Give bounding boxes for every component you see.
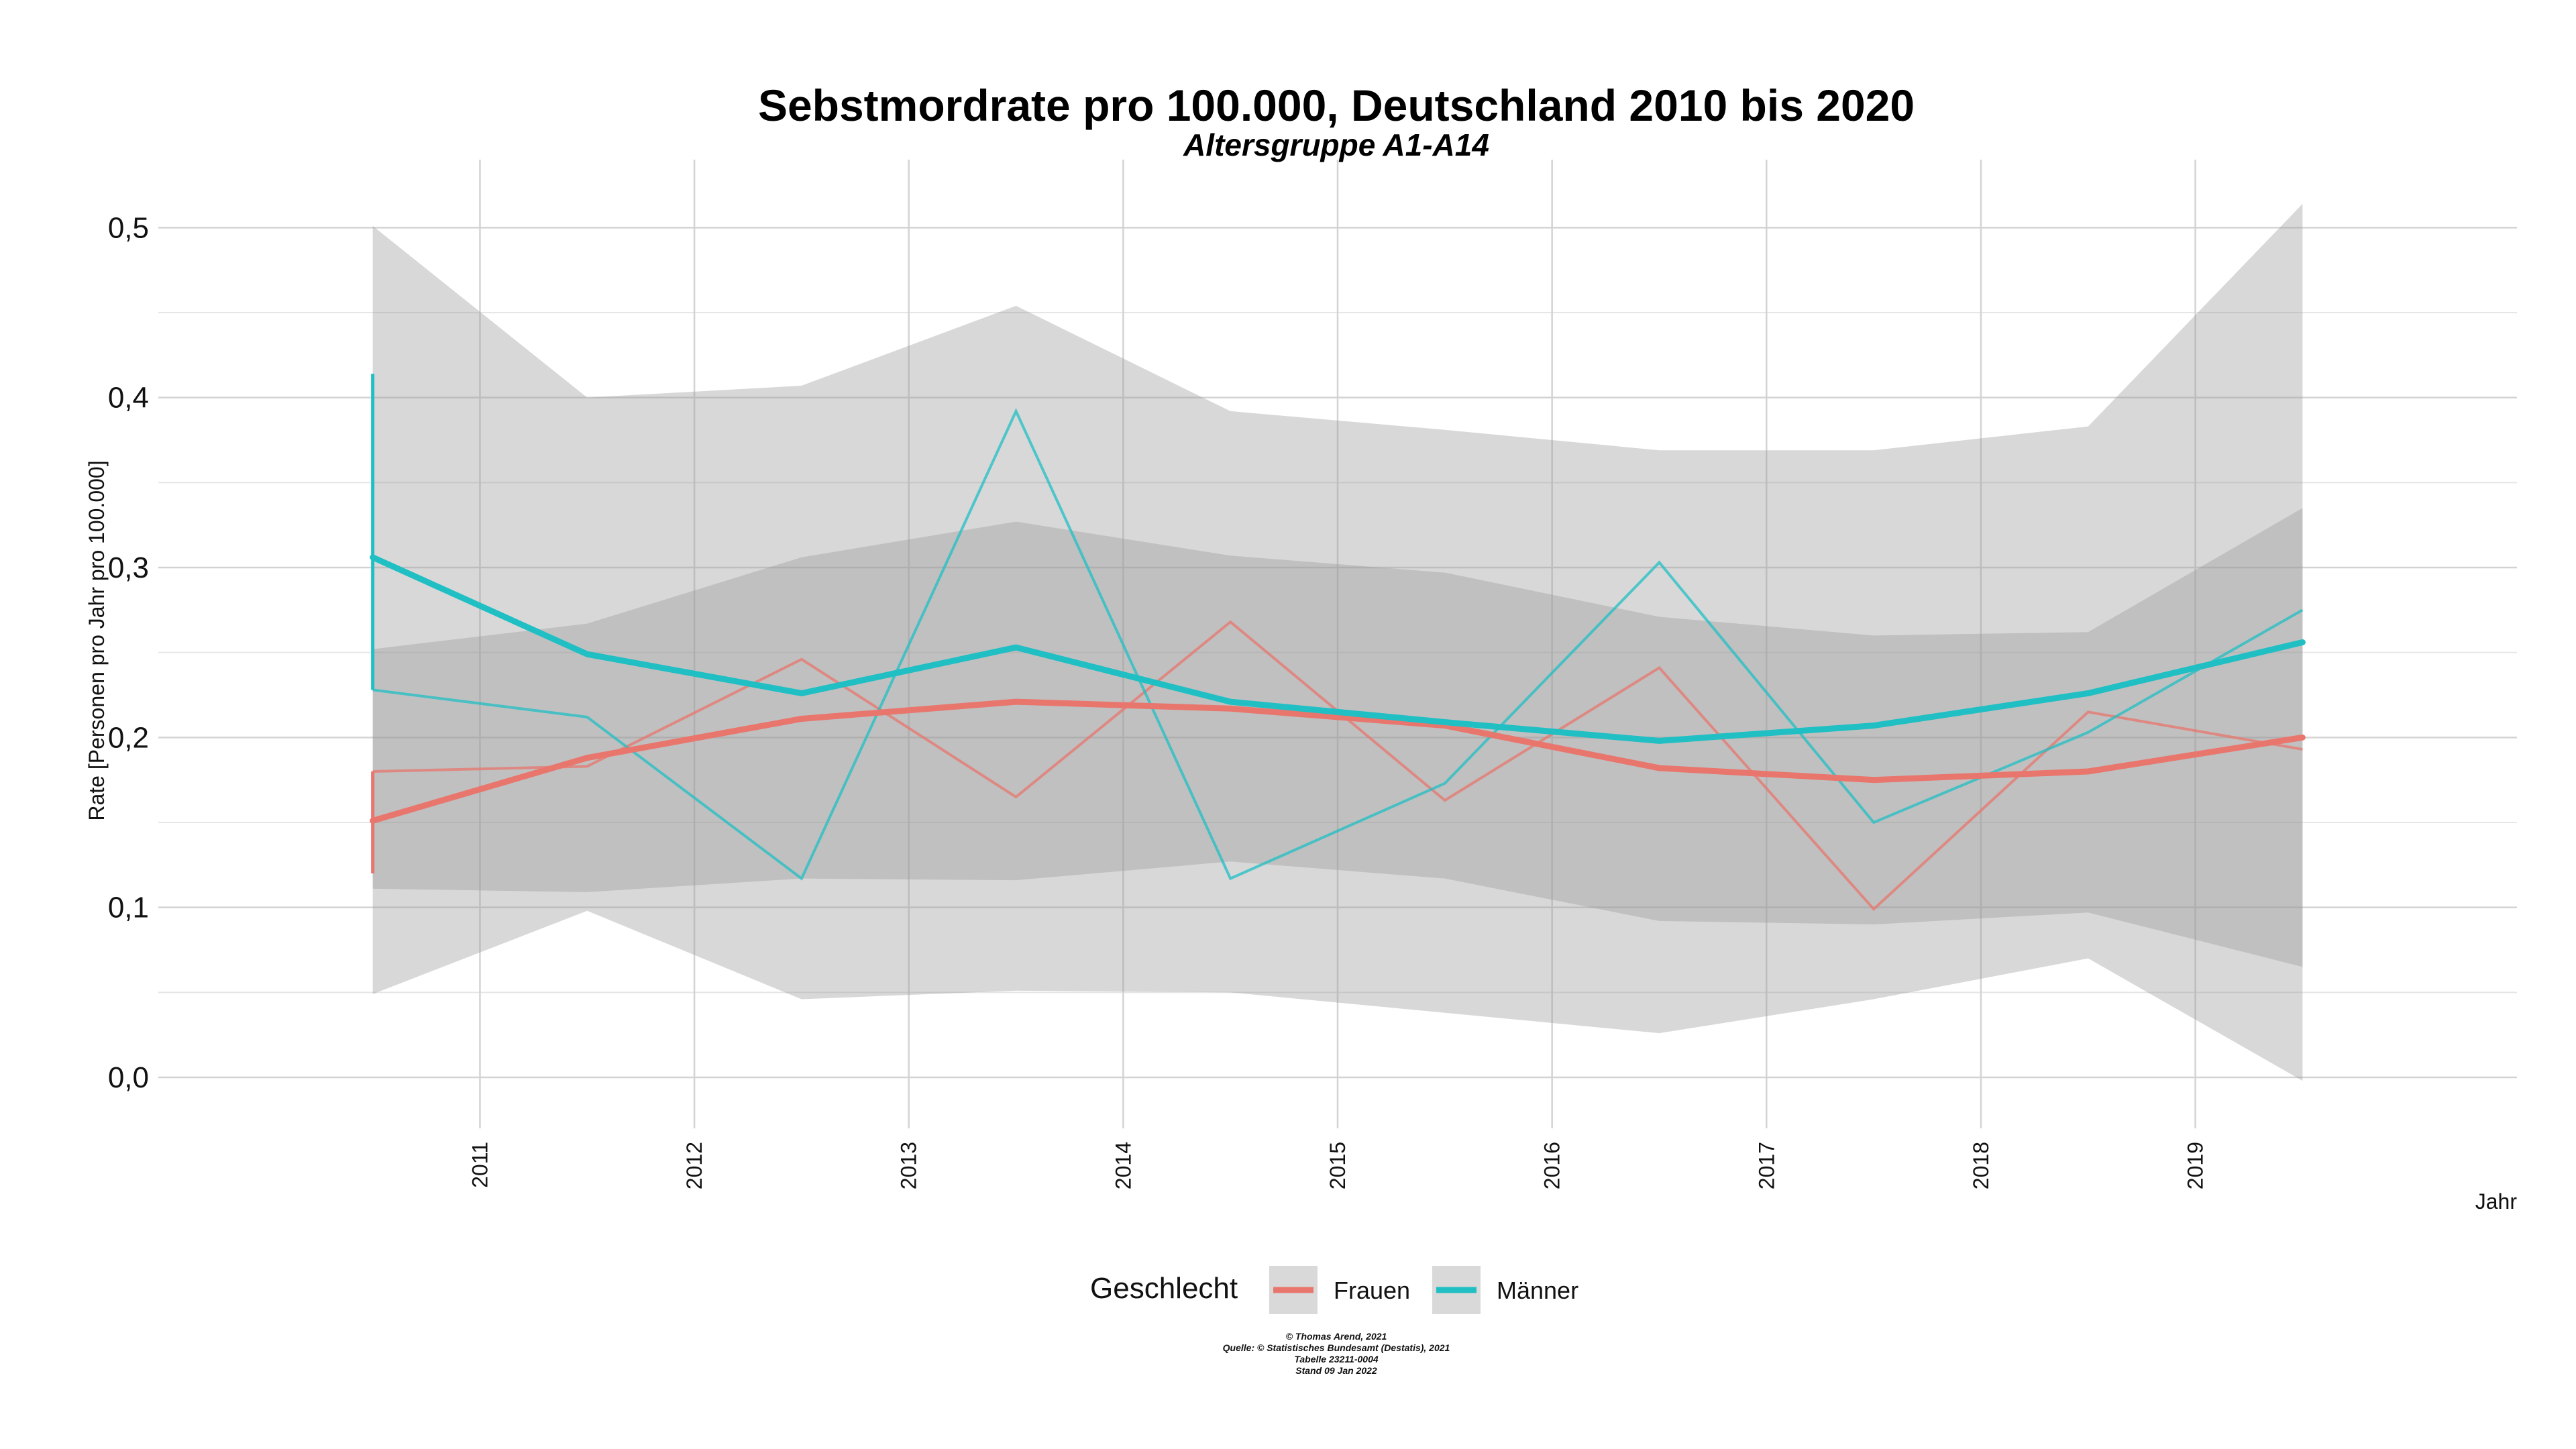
legend-label-frauen: Frauen: [1334, 1277, 1410, 1304]
legend: Geschlecht Frauen Männer: [1090, 1266, 1578, 1314]
y-tick-labels: 0,0 0,1 0,2 0,3 0,4 0,5: [108, 211, 149, 1094]
y-tick-label: 0,3: [108, 551, 149, 584]
caption-line-2: Quelle: © Statistisches Bundesamt (Desta…: [1223, 1342, 1450, 1353]
x-axis-label: Jahr: [2475, 1189, 2518, 1214]
confidence-band-frauen: [372, 508, 2303, 1081]
x-tick-labels: 2011 2012 2013 2014 2015 2016 2017 2018 2019: [468, 1142, 2207, 1189]
x-tick-label: 2012: [682, 1142, 706, 1189]
x-tick-label: 2015: [1326, 1142, 1350, 1189]
x-tick-label: 2017: [1754, 1142, 1778, 1189]
x-tick-label: 2018: [1969, 1142, 1993, 1189]
legend-title: Geschlecht: [1090, 1272, 1238, 1305]
smooth-line-frauen: [370, 698, 2306, 824]
series-lines: [370, 374, 2306, 912]
legend-label-maenner: Männer: [1497, 1277, 1578, 1304]
x-tick-label: 2019: [2184, 1142, 2208, 1189]
caption-line-4: Stand 09 Jan 2022: [1295, 1365, 1377, 1376]
caption: © Thomas Arend, 2021 Quelle: © Statistis…: [1223, 1331, 1450, 1376]
y-tick-label: 0,4: [108, 382, 149, 415]
x-tick-label: 2013: [897, 1142, 921, 1189]
x-tick-label: 2014: [1111, 1142, 1135, 1189]
y-tick-label: 0,1: [108, 892, 149, 924]
chart-title: Sebstmordrate pro 100.000, Deutschland 2…: [758, 80, 1915, 130]
x-tick-label: 2016: [1540, 1142, 1564, 1189]
y-axis-label: Rate [Personen pro Jahr pro 100.000]: [85, 460, 109, 820]
y-tick-label: 0,2: [108, 721, 149, 754]
chart-subtitle: Altersgruppe A1-A14: [1183, 127, 1489, 162]
caption-line-3: Tabelle 23211-0004: [1294, 1354, 1379, 1364]
x-tick-label: 2011: [468, 1142, 492, 1188]
smooth-line-maenner: [370, 554, 2306, 744]
y-tick-label: 0,5: [108, 211, 149, 244]
caption-line-1: © Thomas Arend, 2021: [1286, 1331, 1387, 1342]
y-tick-label: 0,0: [108, 1061, 149, 1094]
